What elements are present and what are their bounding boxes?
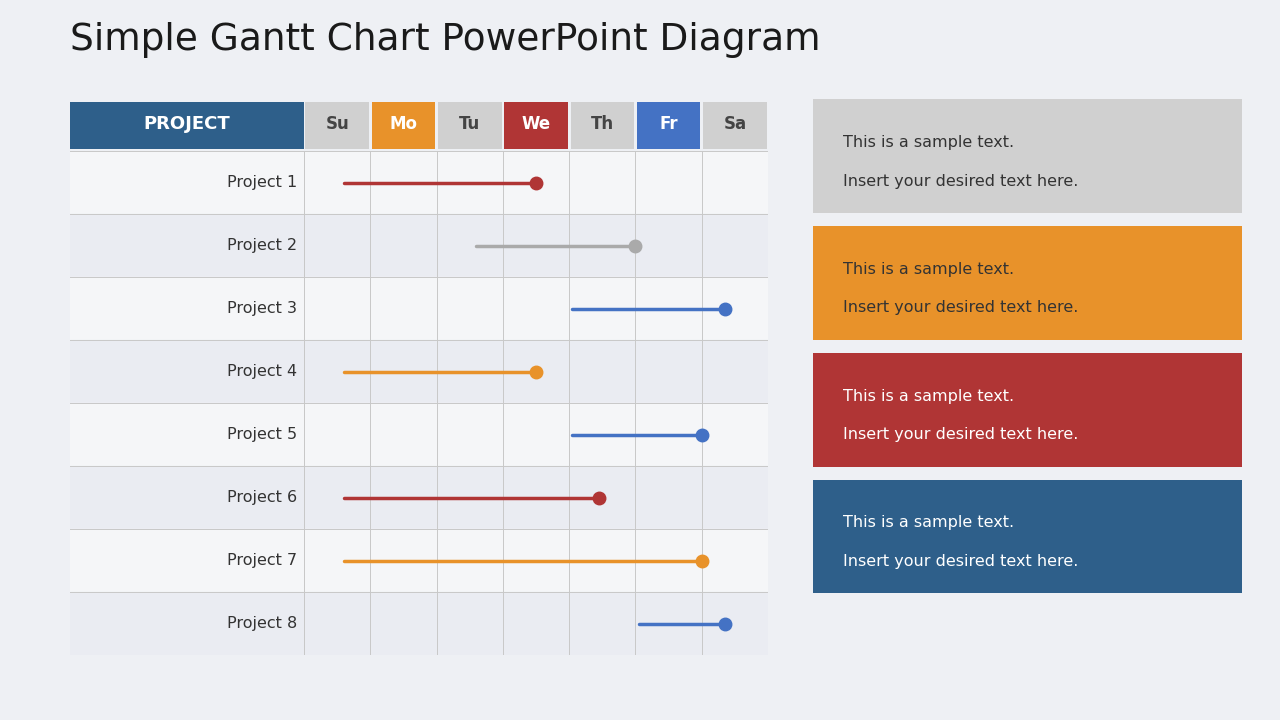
Bar	[70, 403, 768, 467]
Text: Project 8: Project 8	[227, 616, 297, 631]
Text: This is a sample text.: This is a sample text.	[842, 262, 1014, 276]
Text: Sa: Sa	[723, 115, 746, 133]
Text: Insert your desired text here.: Insert your desired text here.	[842, 554, 1078, 569]
Text: PROJECT: PROJECT	[143, 115, 230, 133]
FancyBboxPatch shape	[504, 102, 568, 148]
FancyBboxPatch shape	[306, 102, 369, 148]
Text: Insert your desired text here.: Insert your desired text here.	[842, 174, 1078, 189]
FancyBboxPatch shape	[438, 102, 502, 148]
Bar	[70, 592, 768, 655]
Text: We: We	[521, 115, 550, 133]
Text: Project 6: Project 6	[227, 490, 297, 505]
Text: Tu: Tu	[460, 115, 480, 133]
Text: Fr: Fr	[659, 115, 678, 133]
Text: Project 2: Project 2	[227, 238, 297, 253]
Text: Mo: Mo	[389, 115, 417, 133]
Bar	[70, 529, 768, 592]
FancyBboxPatch shape	[571, 102, 634, 148]
FancyBboxPatch shape	[371, 102, 435, 148]
Text: Project 7: Project 7	[227, 553, 297, 568]
Bar	[70, 151, 768, 215]
Bar	[70, 215, 768, 277]
Bar	[70, 341, 768, 403]
Text: Insert your desired text here.: Insert your desired text here.	[842, 427, 1078, 442]
Bar	[70, 277, 768, 341]
Text: Project 5: Project 5	[227, 427, 297, 442]
Text: This is a sample text.: This is a sample text.	[842, 516, 1014, 530]
Text: This is a sample text.: This is a sample text.	[842, 389, 1014, 403]
Text: Th: Th	[591, 115, 614, 133]
FancyBboxPatch shape	[637, 102, 700, 148]
FancyBboxPatch shape	[703, 102, 767, 148]
Text: Simple Gantt Chart PowerPoint Diagram: Simple Gantt Chart PowerPoint Diagram	[70, 22, 820, 58]
Text: Project 3: Project 3	[227, 301, 297, 316]
Text: Su: Su	[325, 115, 349, 133]
FancyBboxPatch shape	[70, 102, 305, 148]
Text: Insert your desired text here.: Insert your desired text here.	[842, 300, 1078, 315]
Text: Project 1: Project 1	[227, 175, 297, 190]
Text: Project 4: Project 4	[227, 364, 297, 379]
Text: This is a sample text.: This is a sample text.	[842, 135, 1014, 150]
Bar	[70, 467, 768, 529]
